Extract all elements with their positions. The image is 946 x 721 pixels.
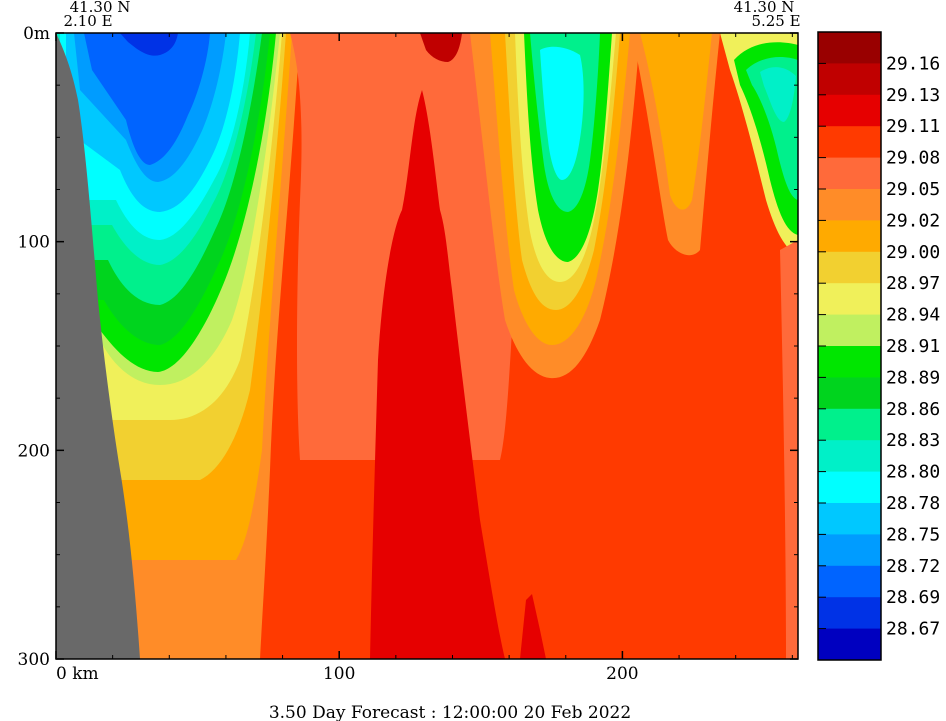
y-tick-label: 300 <box>18 650 50 670</box>
band-blue-west <box>84 33 210 165</box>
colorbar-swatch <box>818 597 881 630</box>
corner-left-lon: 2.10 E <box>63 12 112 30</box>
colorbar-label: 28.72 <box>886 556 940 577</box>
colorbar-swatch <box>818 251 881 284</box>
x-tick-label: 0 km <box>56 664 99 684</box>
colorbar-label: 29.08 <box>886 148 940 169</box>
colorbar-swatch <box>818 377 881 410</box>
colorbar-label: 28.89 <box>886 367 940 388</box>
colorbar-label: 29.05 <box>886 179 940 200</box>
colorbar-swatch <box>818 189 881 221</box>
colorbar-swatch <box>818 157 881 190</box>
band-cyan-east <box>540 46 584 180</box>
band-red-east-tongue <box>780 240 798 659</box>
x-tick-label: 100 <box>323 664 355 684</box>
colorbar-swatch <box>818 126 881 159</box>
colorbar-label: 28.69 <box>886 587 940 608</box>
x-axis: 0 km 100 200 <box>55 33 793 684</box>
colorbar-swatch <box>818 346 881 378</box>
colorbar-swatch <box>818 220 881 253</box>
corner-right-lat: 41.30 N <box>734 0 795 16</box>
band-red-core <box>370 90 505 659</box>
colorbar-label: 29.16 <box>886 53 940 74</box>
colorbar-label: 29.00 <box>886 242 940 263</box>
colorbar-label: 28.83 <box>886 430 940 451</box>
plot-area <box>56 33 798 659</box>
band-darkred-cap <box>420 33 462 62</box>
colorbar-swatch <box>818 408 881 441</box>
colorbar-label: 29.11 <box>886 116 940 137</box>
colorbar-swatch <box>818 32 881 64</box>
colorbar-swatch <box>818 534 881 567</box>
colorbar-swatch <box>818 471 881 504</box>
colorbar-swatch <box>818 628 881 661</box>
colorbar-swatch <box>818 63 881 96</box>
colorbar-swatch <box>818 440 881 473</box>
corner-left-lat: 41.30 N <box>70 0 131 16</box>
x-tick-label: 200 <box>606 664 638 684</box>
band-aqua-fareast <box>760 67 796 122</box>
band-amber-mideast <box>640 33 712 210</box>
chart-title: 3.50 Day Forecast : 12:00:00 20 Feb 2022 <box>269 703 631 721</box>
colorbar-label: 28.67 <box>886 619 940 640</box>
colorbar-label: 28.75 <box>886 524 940 545</box>
y-tick-label: 0m <box>23 24 50 44</box>
colorbar-label: 28.78 <box>886 493 940 514</box>
seabed-land <box>56 33 140 659</box>
colorbar-label: 28.94 <box>886 305 940 326</box>
colorbar-label: 28.97 <box>886 273 940 294</box>
y-tick-label: 100 <box>18 233 50 253</box>
y-tick-label: 200 <box>18 441 50 461</box>
colorbar-label: 28.91 <box>886 336 940 357</box>
colorbar-swatch <box>818 94 881 127</box>
colorbar-label: 28.80 <box>886 462 940 483</box>
colorbar-label: 29.02 <box>886 210 940 231</box>
y-axis: 0m 100 200 300 <box>18 24 798 670</box>
colorbar-label: 29.13 <box>886 85 940 106</box>
colorbar-swatch <box>818 314 881 347</box>
colorbar: 29.16 29.13 29.11 29.08 29.05 29.02 29.00 28.97… <box>817 31 940 661</box>
colorbar-swatch <box>818 565 881 598</box>
corner-right-lon: 5.25 E <box>751 12 800 30</box>
colorbar-label: 28.86 <box>886 399 940 420</box>
colorbar-swatch <box>818 503 881 535</box>
colorbar-swatch <box>818 283 881 316</box>
band-deepblue-west <box>120 33 178 56</box>
band-red-east-spike <box>520 594 546 659</box>
